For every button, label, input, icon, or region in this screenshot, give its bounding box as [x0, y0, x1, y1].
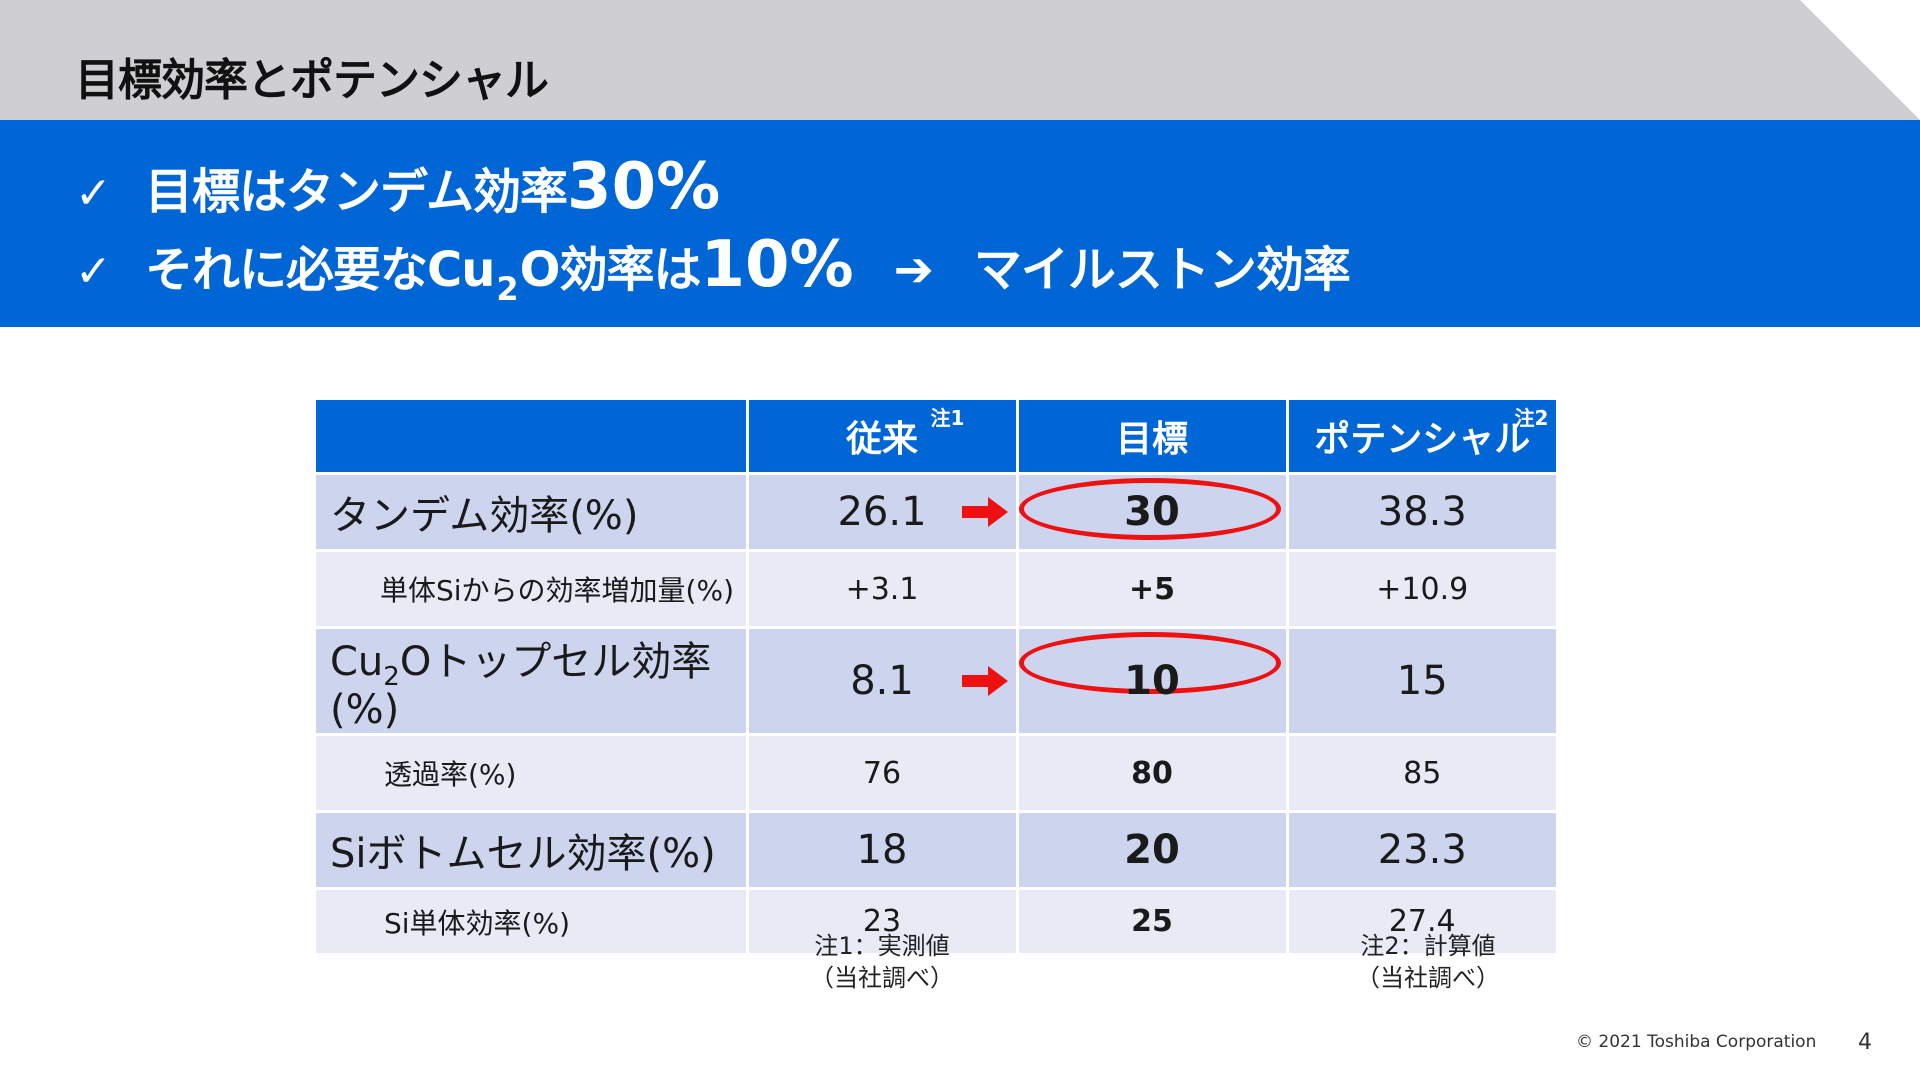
bullet-1-text: 目標はタンデム効率	[145, 164, 568, 220]
summary-bullet-2: ✓ それに必要なCu 2 O効率は 10% ➔ マイルストン効率	[75, 228, 1351, 308]
note-1-line2: （当社調べ）	[810, 964, 954, 992]
copyright: © 2021 Toshiba Corporation	[1576, 1032, 1817, 1052]
row-label-subscript: 2	[383, 662, 400, 692]
target-value: 10	[1124, 658, 1180, 704]
potential-value: 85	[1287, 734, 1556, 813]
note-2-line1: 注2：計算値	[1360, 932, 1496, 960]
red-arrow-icon	[961, 666, 1008, 696]
efficiency-table: 従来 注1 目標 ポテンシャル 注2 タンデム効率(%) 26.1 30	[316, 400, 1556, 956]
target-cell: 10	[1017, 627, 1289, 736]
note-2: 注2：計算値 （当社調べ）	[1308, 930, 1548, 994]
conventional-cell: 8.1	[747, 627, 1019, 736]
bullet-2-text-a: それに必要なCu	[145, 242, 495, 298]
note-2-line2: （当社調べ）	[1356, 964, 1500, 992]
highlight-ellipse	[1018, 478, 1281, 540]
title-corner-decoration	[1800, 0, 1920, 120]
target-value: 30	[1124, 489, 1180, 535]
check-icon: ✓	[75, 168, 112, 219]
row-label: Siボトムセル効率(%)	[316, 811, 749, 890]
red-arrow-icon	[961, 497, 1008, 527]
note-1-ref: 注1	[930, 406, 965, 430]
header-conventional: 従来 注1	[747, 400, 1019, 475]
header-conventional-label: 従来	[845, 419, 918, 460]
table-row: 単体Siからの効率増加量(%) +3.1 +5 +10.9	[316, 550, 1556, 629]
bullet-2-result: マイルストン効率	[973, 242, 1351, 298]
table-row: Cu2Oトップセル効率(%) 8.1 10 15	[316, 627, 1556, 736]
page-title: 目標効率とポテンシャル	[75, 55, 549, 106]
target-value: +5	[1017, 550, 1289, 629]
note-1-line1: 注1：実測値	[814, 932, 950, 960]
potential-value: +10.9	[1287, 550, 1556, 629]
header-potential: ポテンシャル 注2	[1287, 400, 1556, 475]
table-header-row: 従来 注1 目標 ポテンシャル 注2	[316, 400, 1556, 475]
bullet-2-subscript: 2	[496, 270, 518, 308]
title-bar: 目標効率とポテンシャル	[0, 0, 1920, 120]
conventional-value: +3.1	[747, 550, 1019, 629]
row-label-a: Cu	[330, 639, 384, 685]
header-potential-label: ポテンシャル	[1314, 419, 1531, 460]
table-row: 透過率(%) 76 80 85	[316, 734, 1556, 813]
highlight-ellipse	[1018, 632, 1281, 694]
target-value: 80	[1017, 734, 1289, 813]
bullet-2-number: 10%	[700, 228, 854, 302]
conventional-value: 8.1	[850, 658, 914, 704]
note-1: 注1：実測値 （当社調べ）	[762, 930, 1002, 994]
check-icon: ✓	[75, 246, 112, 297]
target-cell: 30	[1017, 473, 1289, 552]
header-target: 目標	[1017, 400, 1289, 475]
table-row: タンデム効率(%) 26.1 30 38.3	[316, 473, 1556, 552]
row-label-b: Oトップセル効率(%)	[330, 639, 712, 733]
potential-value: 23.3	[1287, 811, 1556, 890]
row-label: 単体Siからの効率増加量(%)	[316, 550, 749, 629]
table-row: Si単体効率(%) 23 25 27.4	[316, 888, 1556, 956]
table-row: Siボトムセル効率(%) 18 20 23.3	[316, 811, 1556, 890]
conventional-value: 76	[747, 734, 1019, 813]
page-number: 4	[1858, 1030, 1872, 1055]
row-label: 透過率(%)	[316, 734, 749, 813]
potential-value: 27.4	[1287, 888, 1556, 956]
bullet-1-number: 30%	[567, 150, 721, 224]
row-label: タンデム効率(%)	[316, 473, 749, 552]
row-label: Cu2Oトップセル効率(%)	[316, 627, 749, 736]
potential-value: 38.3	[1287, 473, 1556, 552]
note-2-ref: 注2	[1514, 406, 1549, 430]
row-label: Si単体効率(%)	[316, 888, 749, 956]
conventional-value: 23	[747, 888, 1019, 956]
conventional-cell: 26.1	[747, 473, 1019, 552]
target-value: 25	[1017, 888, 1289, 956]
summary-bullet-1: ✓ 目標はタンデム効率 30%	[75, 150, 720, 224]
header-target-label: 目標	[1115, 419, 1188, 460]
right-arrow-icon: ➔	[893, 242, 934, 298]
bullet-2-text-b: O効率は	[519, 242, 702, 298]
potential-value: 15	[1287, 627, 1556, 736]
summary-banner: ✓ 目標はタンデム効率 30% ✓ それに必要なCu 2 O効率は 10% ➔ マイ…	[0, 120, 1920, 327]
target-value: 20	[1017, 811, 1289, 890]
conventional-value: 26.1	[837, 489, 927, 535]
conventional-value: 18	[747, 811, 1019, 890]
header-empty	[316, 400, 749, 475]
